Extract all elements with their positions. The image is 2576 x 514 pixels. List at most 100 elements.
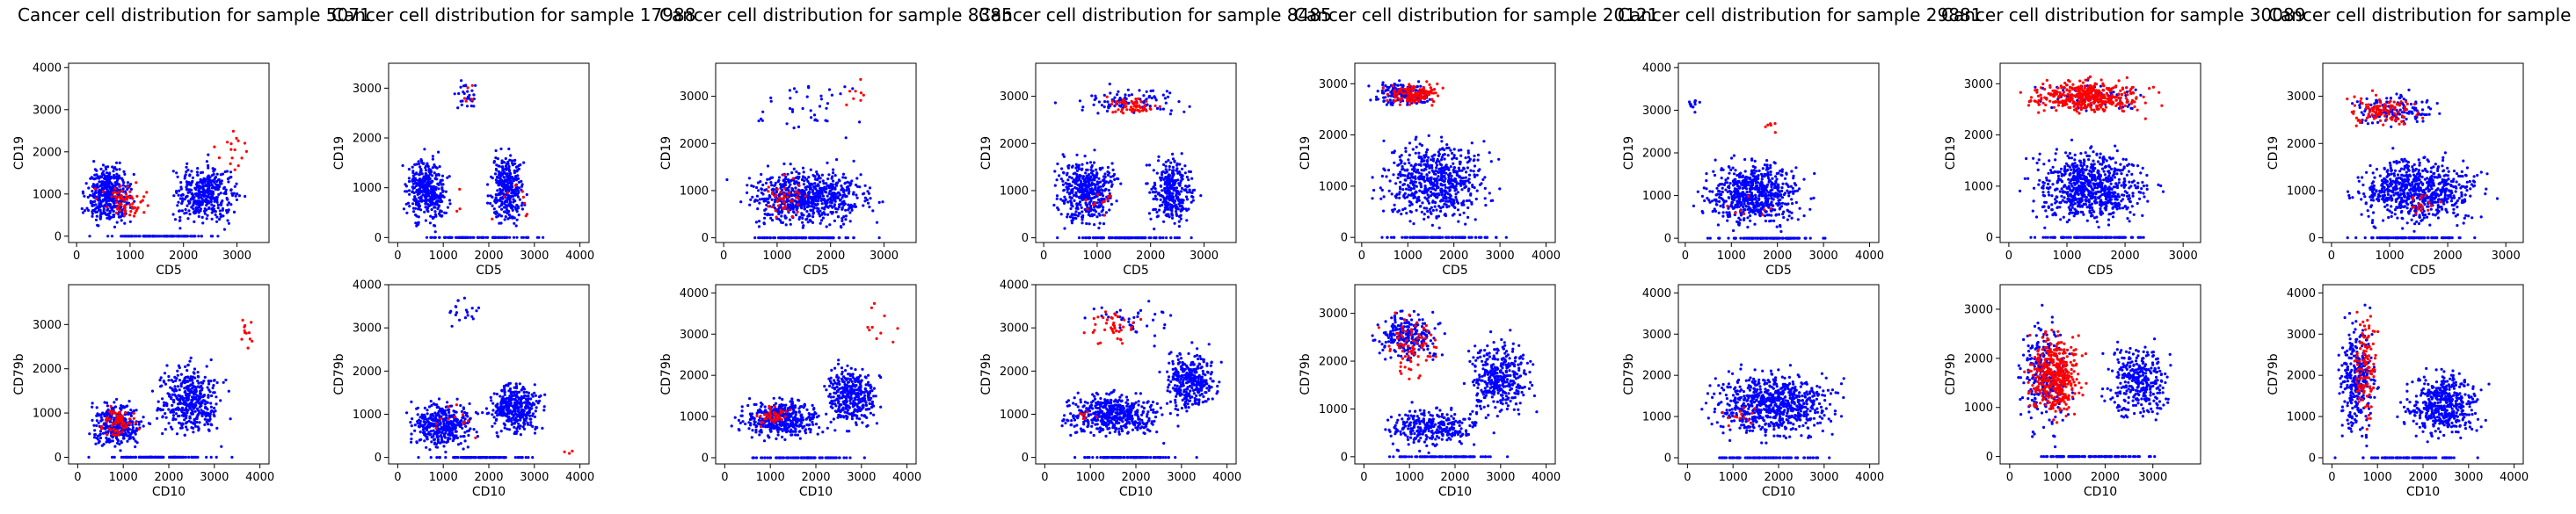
- blue-point: [135, 429, 139, 432]
- blue-point: [786, 172, 790, 176]
- blue-point: [505, 178, 508, 182]
- red-point: [521, 195, 526, 199]
- blue-point: [776, 180, 780, 184]
- blue-point: [180, 406, 185, 409]
- blue-point: [824, 202, 827, 206]
- blue-point: [449, 309, 453, 313]
- blue-point: [845, 189, 848, 192]
- blue-point: [198, 192, 201, 196]
- blue-point: [497, 179, 501, 183]
- blue-point: [98, 208, 102, 212]
- blue-point: [812, 185, 816, 189]
- red-point: [128, 190, 132, 193]
- blue-point: [496, 414, 499, 417]
- blue-point: [107, 192, 111, 195]
- blue-point: [515, 218, 519, 221]
- blue-point: [790, 108, 795, 112]
- red-point: [783, 186, 787, 190]
- blue-point: [196, 371, 200, 374]
- blue-point: [415, 172, 418, 176]
- blue-point: [171, 393, 174, 396]
- blue-point: [160, 455, 164, 460]
- blue-point: [506, 416, 510, 419]
- blue-point: [521, 386, 525, 389]
- blue-point: [531, 456, 535, 460]
- blue-point: [176, 175, 179, 178]
- red-point: [447, 405, 450, 409]
- blue-point: [211, 235, 215, 238]
- y-axis-label: CD79b: [332, 353, 346, 395]
- blue-point: [421, 424, 425, 427]
- blue-point: [478, 456, 483, 460]
- blue-point: [186, 194, 189, 198]
- y-axis-label: CD19: [332, 136, 346, 170]
- blue-point: [758, 198, 762, 201]
- blue-point: [785, 456, 790, 460]
- x-tick-label: 2000: [816, 250, 845, 263]
- blue-point: [496, 235, 499, 239]
- blue-point: [186, 376, 190, 380]
- blue-point: [786, 203, 790, 206]
- red-point: [767, 185, 770, 189]
- blue-point: [802, 170, 805, 174]
- blue-point: [184, 455, 187, 460]
- blue-point: [95, 424, 98, 428]
- blue-point: [188, 416, 192, 420]
- blue-point: [175, 432, 179, 436]
- blue-point: [431, 157, 434, 161]
- red-point: [791, 215, 795, 219]
- blue-point: [438, 165, 441, 169]
- blue-point: [513, 221, 516, 225]
- blue-point: [407, 168, 411, 171]
- blue-point: [510, 205, 513, 209]
- blue-point: [186, 411, 189, 415]
- blue-point: [205, 455, 208, 460]
- blue-point: [469, 235, 472, 239]
- blue-point: [757, 225, 761, 228]
- blue-point: [106, 189, 110, 192]
- blue-point: [156, 409, 159, 412]
- blue-point: [757, 220, 761, 223]
- blue-point: [520, 456, 524, 460]
- blue-point: [435, 445, 440, 449]
- blue-point: [768, 177, 772, 181]
- blue-point: [829, 456, 833, 460]
- blue-point: [183, 400, 186, 403]
- blue-point: [448, 175, 451, 178]
- blue-point: [192, 207, 195, 211]
- blue-point: [446, 420, 449, 424]
- blue-point: [135, 409, 138, 412]
- blue-point: [84, 209, 87, 213]
- blue-point: [221, 208, 224, 212]
- red-point: [491, 217, 494, 221]
- blue-point: [216, 206, 220, 210]
- blue-point: [500, 235, 504, 239]
- red-point: [241, 318, 244, 322]
- blue-point: [827, 173, 831, 177]
- blue-point: [122, 417, 127, 421]
- blue-point: [790, 411, 795, 416]
- blue-point: [131, 424, 135, 427]
- blue-point: [756, 189, 760, 192]
- blue-point: [795, 456, 798, 460]
- blue-point: [127, 431, 130, 434]
- blue-point: [426, 210, 430, 214]
- blue-point: [226, 203, 229, 206]
- red-point: [114, 211, 119, 214]
- blue-point: [429, 432, 433, 436]
- blue-point: [507, 170, 512, 173]
- blue-point: [785, 199, 790, 203]
- blue-point: [104, 427, 107, 431]
- blue-point: [191, 381, 194, 385]
- red-point: [779, 191, 783, 194]
- blue-point: [213, 180, 216, 185]
- x-tick-label: 0: [394, 471, 401, 484]
- blue-point: [105, 431, 108, 434]
- blue-point: [507, 165, 511, 169]
- blue-point: [858, 185, 862, 189]
- blue-point: [193, 397, 197, 401]
- blue-point: [775, 437, 778, 440]
- blue-point: [196, 380, 200, 383]
- blue-point: [186, 404, 190, 408]
- blue-point: [867, 192, 871, 195]
